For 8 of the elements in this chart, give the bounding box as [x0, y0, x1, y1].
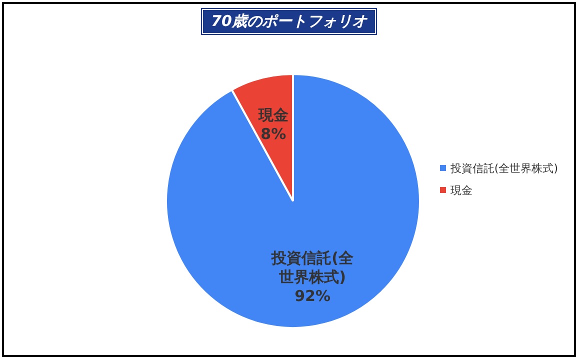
chart-title: 70歳のポートフォリオ [202, 9, 376, 34]
data-label: 8% [260, 124, 286, 144]
legend-label: 投資信託(全世界株式) [450, 162, 558, 174]
legend-label: 現金 [450, 184, 472, 196]
pie-slice [165, 73, 421, 329]
slice-label: 現金 [258, 106, 288, 125]
data-label: 92% [294, 286, 331, 306]
slice-label: 投資信託(全世界株式) [270, 248, 354, 287]
